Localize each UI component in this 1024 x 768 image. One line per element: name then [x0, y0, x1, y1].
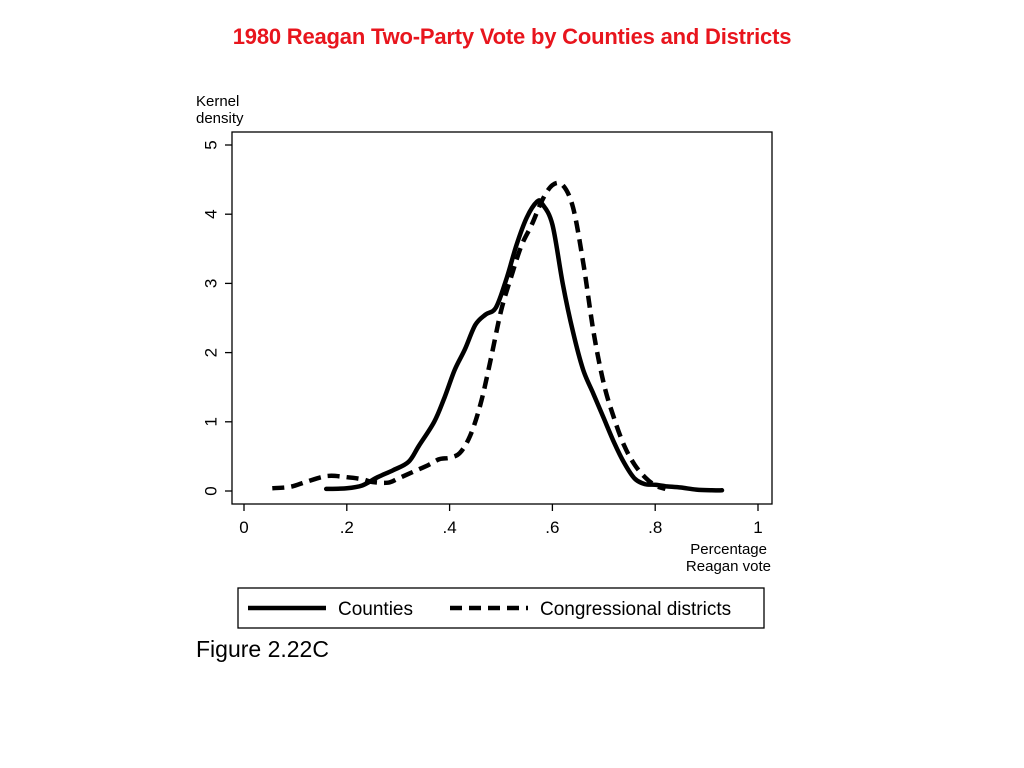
- plot-frame: [231, 131, 773, 505]
- x-axis: 0 .2 .4 .6 .8 1: [239, 504, 763, 537]
- x-axis-title-line-1: Percentage: [690, 541, 767, 558]
- y-tick-label: 0: [202, 486, 221, 495]
- y-axis-title-line-2: density: [196, 110, 244, 127]
- series-line-counties: [323, 198, 725, 493]
- y-axis: 0 1 2 3 4 5: [202, 140, 232, 496]
- slide-title: 1980 Reagan Two-Party Vote by Counties a…: [232, 24, 792, 49]
- y-axis-title-line-1: Kernel: [196, 93, 239, 110]
- x-tick-label: .2: [340, 518, 354, 537]
- legend: Counties Congressional districts: [237, 587, 765, 629]
- y-tick-label: 2: [202, 348, 221, 357]
- x-tick-label: .8: [648, 518, 662, 537]
- x-axis-title-line-2: Reagan vote: [686, 558, 771, 575]
- legend-label-counties: Counties: [338, 599, 413, 620]
- legend-label-congressional-districts: Congressional districts: [540, 599, 731, 620]
- y-tick-label: 1: [202, 417, 221, 426]
- y-tick-label: 4: [202, 209, 221, 218]
- series-line-congressional-districts: [272, 180, 667, 492]
- figure-caption: Figure 2.22C: [196, 636, 329, 662]
- series-layer: [272, 180, 725, 493]
- y-tick-label: 3: [202, 279, 221, 288]
- x-tick-label: .4: [443, 518, 457, 537]
- x-tick-label: 1: [753, 518, 762, 537]
- y-tick-label: 5: [202, 140, 221, 149]
- x-tick-label: .6: [545, 518, 559, 537]
- x-tick-label: 0: [239, 518, 248, 537]
